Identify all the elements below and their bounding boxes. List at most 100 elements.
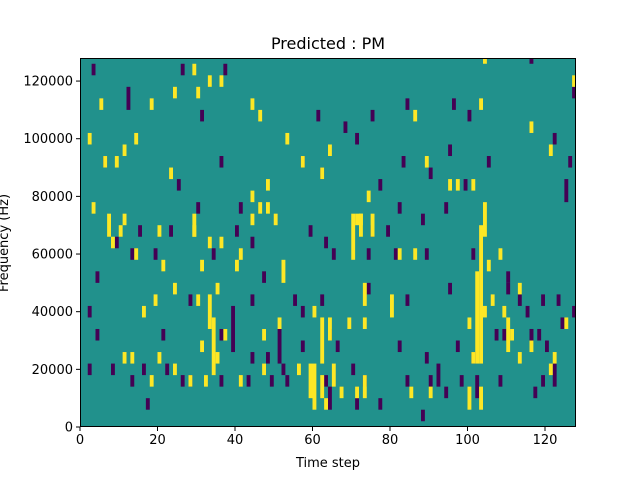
heatmap-cell-high — [455, 179, 460, 191]
heatmap-cell-low — [219, 328, 224, 341]
heatmap-cell-low — [572, 305, 576, 318]
heatmap-cell-low — [506, 271, 511, 283]
heatmap-cell-high — [548, 363, 553, 376]
heatmap-cell-high — [192, 63, 197, 76]
heatmap-cell-high — [366, 190, 371, 203]
heatmap-cell-high — [483, 305, 487, 318]
x-axis: 0 20 40 60 80 100 120 — [76, 427, 557, 448]
heatmap-cell-low — [421, 213, 425, 226]
heatmap-cell-low — [145, 398, 150, 410]
heatmap-cell-high — [483, 202, 487, 237]
heatmap-cell-low — [545, 340, 549, 353]
heatmap-cell-low — [366, 248, 371, 260]
heatmap-cell-low — [328, 386, 332, 410]
heatmap-cell-high — [196, 86, 201, 99]
heatmap-cell-high — [297, 363, 301, 376]
heatmap-cell-low — [223, 63, 228, 76]
heatmap-cell-low — [343, 121, 348, 133]
heatmap-cell-high — [215, 352, 220, 364]
heatmap-cell-high — [219, 75, 224, 87]
heatmap-cell-high — [134, 248, 139, 260]
x-tick-label: 100 — [455, 433, 480, 448]
heatmap-cell-high — [331, 363, 336, 387]
heatmap-cell-low — [541, 375, 545, 387]
heatmap-cell-low — [355, 398, 359, 410]
plot-frame — [80, 58, 576, 427]
heatmap-cell-high — [479, 386, 483, 410]
heatmap-cell-high — [273, 213, 278, 226]
heatmap-cell-high — [328, 144, 332, 157]
heatmap-cell-low — [200, 109, 204, 122]
heatmap-cell-low — [525, 305, 530, 318]
heatmap-cell-low — [176, 179, 181, 191]
heatmap-cell-low — [95, 271, 100, 283]
heatmap-cell-low — [444, 386, 449, 399]
heatmap-cell-high — [397, 248, 402, 260]
heatmap-cell-low — [188, 294, 193, 306]
heatmap-cell-low — [235, 225, 239, 237]
heatmap-cell-low — [424, 248, 429, 260]
heatmap-cell-low — [405, 98, 410, 110]
x-tick-label: 60 — [304, 433, 321, 448]
heatmap-cell-high — [370, 213, 375, 237]
heatmap-cell-low — [87, 305, 92, 318]
heatmap-cell-high — [486, 259, 491, 272]
heatmap-cell-low — [560, 317, 565, 329]
heatmap-cell-high — [355, 213, 359, 226]
heatmap-cell-low — [87, 363, 92, 376]
heatmap-cell-low — [335, 340, 340, 353]
heatmap-cell-low — [393, 248, 398, 260]
heatmap-cell-high — [149, 375, 154, 387]
heatmap-cell-high — [424, 156, 429, 168]
y-tick-label: 80000 — [32, 190, 73, 205]
heatmap-cell-high — [173, 86, 177, 99]
heatmap-cell-high — [428, 386, 433, 399]
chart-title: Predicted : PM — [271, 34, 385, 53]
heatmap-cell-high — [266, 179, 270, 191]
heatmap-cell-high — [448, 179, 452, 191]
heatmap-cell-low — [529, 328, 534, 341]
x-tick-label: 0 — [76, 433, 84, 448]
heatmap-cell-low — [130, 375, 135, 387]
heatmap-cell-low — [196, 202, 201, 214]
heatmap-cell-low — [161, 328, 166, 341]
heatmap-cell-low — [111, 363, 115, 376]
heatmap-cell-low — [397, 340, 402, 353]
heatmap-cell-high — [250, 190, 255, 203]
heatmap-cell-high — [122, 144, 127, 157]
heatmap-cell-low — [448, 144, 452, 157]
heatmap-cell-low — [316, 109, 321, 122]
heatmap-cell-high — [320, 317, 325, 364]
heatmap-cell-low — [572, 86, 576, 99]
heatmap-cell-high — [134, 132, 139, 145]
heatmap-cell-high — [475, 271, 480, 364]
heatmap-cell-low — [351, 363, 356, 376]
heatmap-cell-low — [238, 202, 243, 214]
x-tick-label: 20 — [149, 433, 166, 448]
heatmap-cell-high — [312, 363, 317, 410]
heatmap-cell-low — [386, 225, 390, 237]
heatmap-cell-high — [517, 352, 522, 364]
heatmap-cell-high — [362, 317, 367, 329]
heatmap-cell-low — [436, 363, 441, 387]
heatmap-cell-low — [153, 248, 158, 260]
heatmap-cell-high — [219, 236, 224, 249]
heatmap-cell-high — [471, 179, 476, 191]
heatmap-cell-high — [266, 202, 270, 214]
heatmap-cell-high — [91, 202, 96, 214]
heatmap-cell-low — [428, 167, 433, 180]
heatmap-cell-low — [281, 363, 286, 376]
heatmap-cell-high — [250, 98, 255, 110]
heatmap-cell-high — [351, 213, 356, 260]
heatmap-cell-low — [424, 352, 429, 364]
heatmap-cell-high — [111, 236, 115, 249]
heatmap-cell-high — [149, 98, 154, 110]
heatmap-cell-high — [223, 328, 228, 341]
heatmap-cell-low — [533, 386, 538, 399]
heatmap-cell-low — [428, 375, 433, 387]
heatmap-cell-low — [231, 305, 235, 353]
y-tick-label: 0 — [65, 421, 73, 436]
heatmap-cell-low — [537, 328, 542, 341]
heatmap-cell-high — [355, 386, 359, 399]
heatmap-cell-low — [138, 225, 142, 237]
